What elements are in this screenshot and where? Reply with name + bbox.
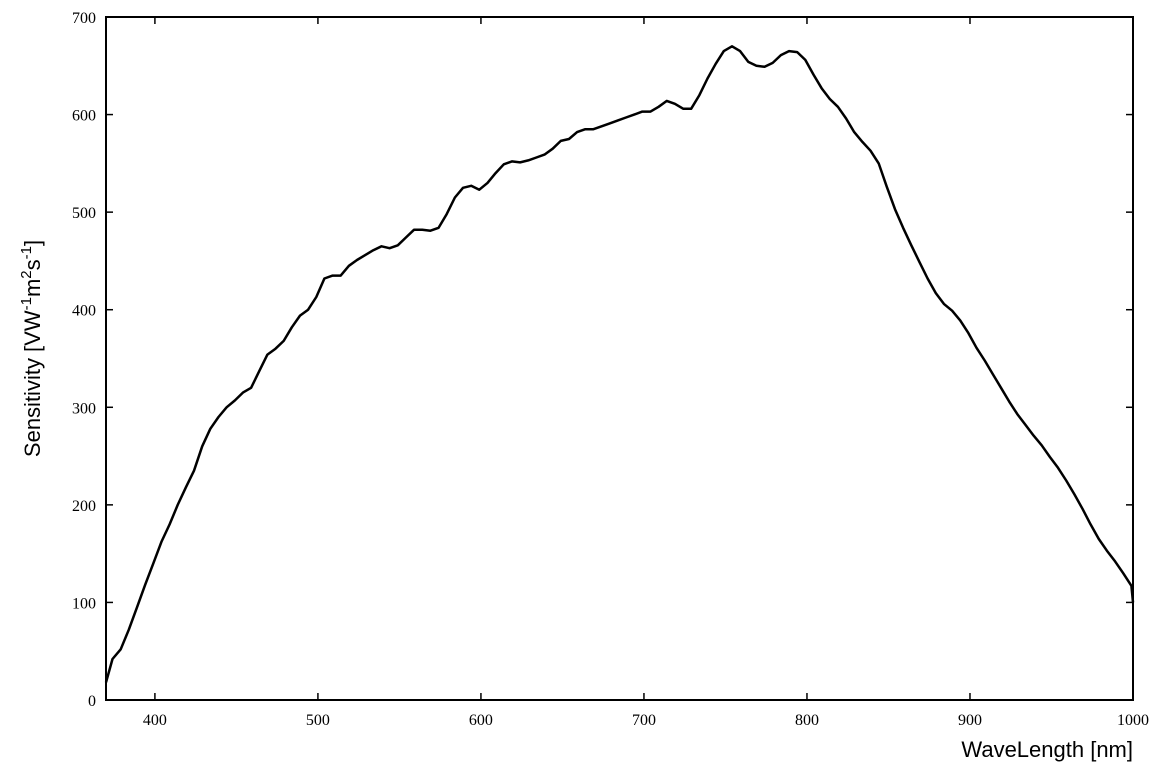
y-label-superscript: -1 — [18, 246, 35, 259]
x-axis-label: WaveLength [nm] — [961, 737, 1133, 762]
y-tick-label: 500 — [72, 205, 96, 222]
y-tick-label: 300 — [72, 400, 96, 417]
y-axis-ticks: 0 100 200 300 400 500 600 700 — [72, 10, 1133, 710]
y-label-superscript: -1 — [18, 297, 35, 310]
y-tick-label: 400 — [72, 303, 96, 320]
x-tick-label: 400 — [143, 712, 167, 729]
x-tick-label: 600 — [469, 712, 493, 729]
x-axis-ticks: 400 500 600 700 800 900 1000 — [143, 17, 1149, 729]
y-axis-label: Sensitivity [VW-1m2s-1] — [18, 240, 45, 457]
y-label-text: ] — [20, 240, 45, 246]
y-label-superscript: 2 — [18, 270, 35, 278]
y-tick-label: 100 — [72, 595, 96, 612]
y-tick-label: 600 — [72, 108, 96, 125]
y-tick-label: 200 — [72, 498, 96, 515]
y-label-text: Sensitivity [VW — [20, 310, 45, 457]
x-tick-label: 800 — [795, 712, 819, 729]
y-tick-label: 0 — [88, 693, 96, 710]
plot-frame — [105, 16, 1134, 701]
sensitivity-curve — [104, 45, 1135, 683]
y-tick-label: 700 — [72, 10, 96, 27]
x-tick-label: 700 — [632, 712, 656, 729]
x-tick-label: 500 — [306, 712, 330, 729]
x-tick-label: 1000 — [1117, 712, 1149, 729]
y-label-text: m — [20, 279, 45, 297]
y-label-text: s — [20, 259, 45, 270]
x-tick-label: 900 — [958, 712, 982, 729]
